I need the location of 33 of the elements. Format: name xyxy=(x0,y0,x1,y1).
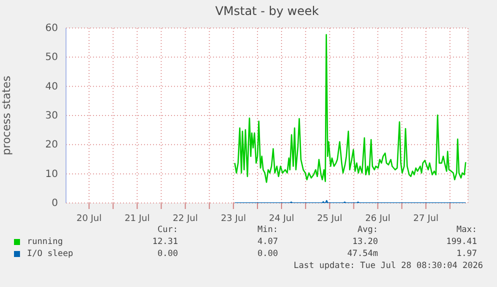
text: 4.07 xyxy=(256,237,278,247)
y-axis-title: process states xyxy=(0,76,13,156)
text: 12.31 xyxy=(151,237,178,247)
chart-title: VMstat - by week xyxy=(214,4,320,18)
x-tick-label: 21 Jul xyxy=(124,214,150,224)
text: 1.97 xyxy=(456,249,477,259)
x-tick-label: 25 Jul xyxy=(317,214,342,224)
text: Avg: xyxy=(356,225,378,235)
x-tick-label: 24 Jul xyxy=(268,214,294,224)
text: 47.54m xyxy=(346,249,378,259)
y-tick-label: 10 xyxy=(45,168,58,180)
text: 13.20 xyxy=(351,237,378,247)
x-tick-label: 23 Jul xyxy=(220,214,246,224)
text: Min: xyxy=(256,225,278,235)
text: Max: xyxy=(456,225,477,235)
x-tick-label: 22 Jul xyxy=(172,214,198,224)
y-tick-label: 50 xyxy=(45,52,58,64)
line-series xyxy=(234,34,466,183)
text: 199.41 xyxy=(445,237,477,247)
x-tick-label: 27 Jul xyxy=(413,214,438,224)
y-tick-label: 40 xyxy=(45,81,58,92)
y-tick-label: 60 xyxy=(45,23,58,34)
text: Last update: Tue Jul 28 08:30:04 2026 xyxy=(292,261,483,271)
text: Cur: xyxy=(156,225,178,235)
y-tick-label: 20 xyxy=(45,140,58,151)
x-tick-label: 26 Jul xyxy=(365,214,390,224)
y-tick-label: 0 xyxy=(52,198,58,209)
text: 0.00 xyxy=(256,249,278,259)
text: 0.00 xyxy=(156,249,178,259)
x-tick-label: 20 Jul xyxy=(76,214,102,224)
legend-label: I/O sleep xyxy=(27,249,74,259)
y-tick-label: 30 xyxy=(45,110,58,122)
legend-label: running xyxy=(27,237,63,247)
